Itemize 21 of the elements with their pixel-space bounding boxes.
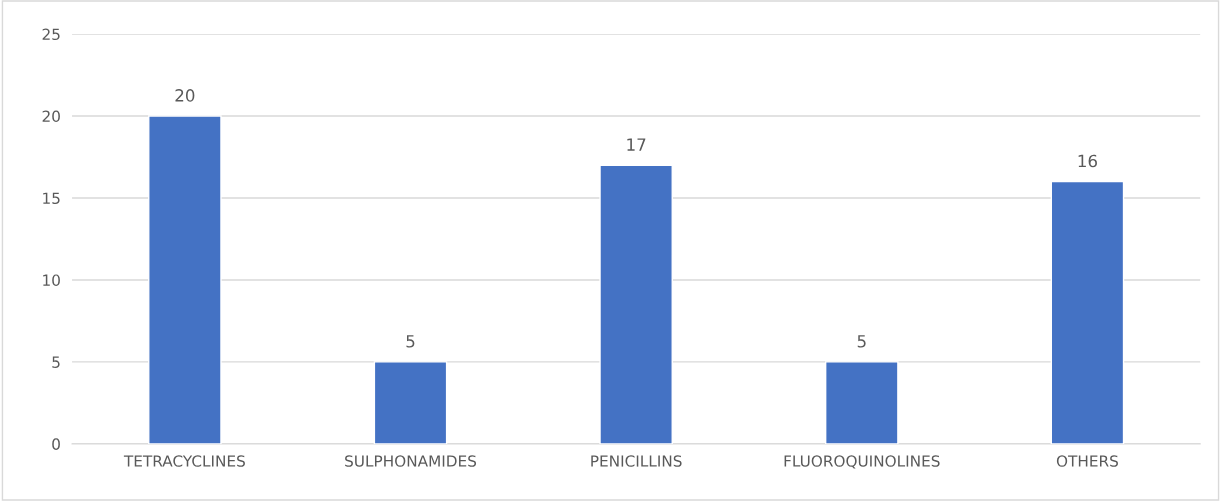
x-tick-label: OTHERS: [1056, 455, 1118, 467]
bar: [599, 164, 673, 444]
x-tick-label: SULPHONAMIDES: [345, 455, 477, 467]
y-tick-label: 25: [42, 28, 60, 41]
data-label: 17: [627, 138, 646, 151]
x-tick-label: TETRACYCLINES: [123, 455, 245, 467]
x-tick-label: PENICILLINS: [591, 455, 682, 467]
data-label: 20: [175, 89, 195, 102]
y-tick-label: 15: [43, 192, 60, 205]
bar: [824, 361, 899, 444]
data-label: 5: [857, 335, 866, 348]
y-tick-label: 20: [42, 110, 60, 123]
y-tick-label: 10: [43, 274, 60, 286]
x-tick-label: FLUOROQUINOLINES: [784, 455, 940, 469]
y-tick-label: 0: [52, 438, 60, 450]
bar: [1050, 180, 1125, 444]
y-tick-label: 5: [52, 356, 60, 368]
data-label: 5: [406, 335, 415, 348]
bar: [373, 361, 448, 444]
bar: [148, 115, 222, 444]
data-label: 16: [1078, 154, 1097, 168]
